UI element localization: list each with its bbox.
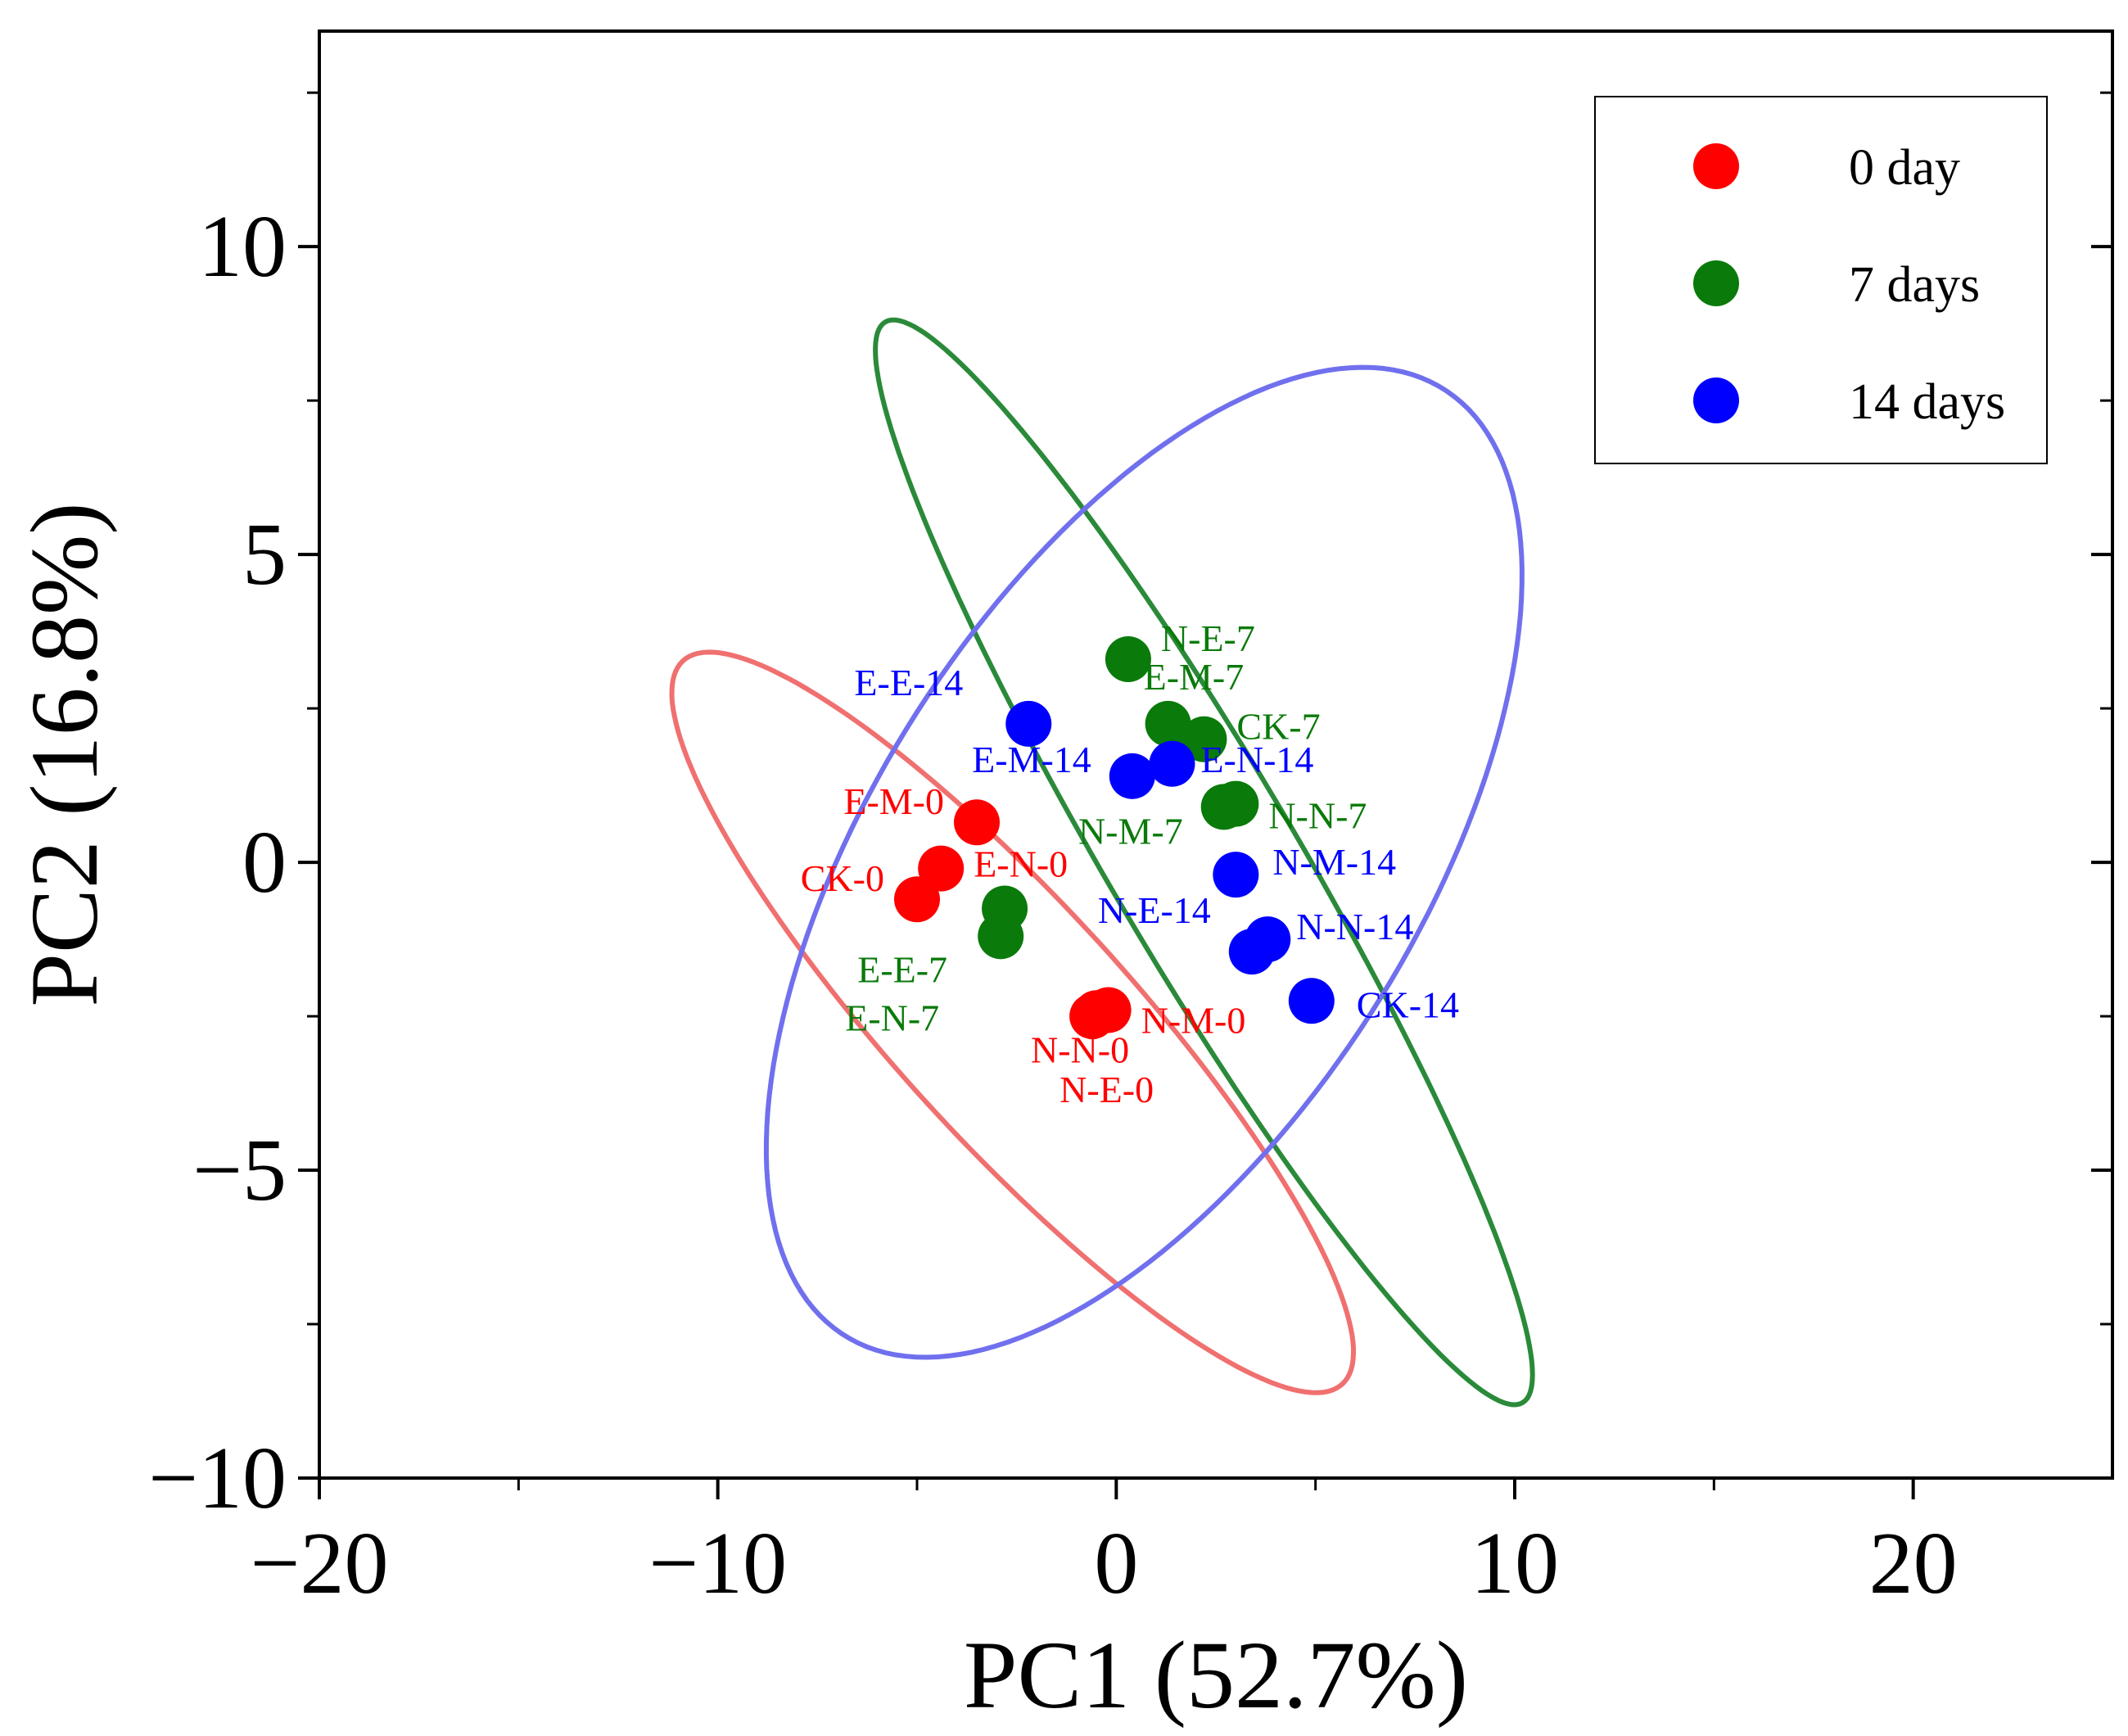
y-tick-label: 10 bbox=[198, 198, 287, 296]
point-label-n-e-7: N-E-7 bbox=[1161, 617, 1255, 659]
legend-marker-14-days bbox=[1693, 377, 1739, 423]
point-label-e-e-7: E-E-7 bbox=[857, 948, 947, 990]
y-tick-label: −5 bbox=[192, 1122, 287, 1219]
plot-frame bbox=[318, 29, 2114, 1480]
point-layer bbox=[894, 635, 1335, 1040]
legend-box bbox=[1594, 96, 2048, 464]
point-ck-0 bbox=[894, 876, 940, 923]
x-tick-label: −10 bbox=[648, 1515, 787, 1612]
point-n-n-14 bbox=[1245, 916, 1291, 963]
point-e-m-14 bbox=[1109, 753, 1155, 799]
point-label-n-n-0: N-N-0 bbox=[1031, 1028, 1129, 1070]
point-n-m-7 bbox=[1200, 784, 1247, 830]
x-tick-label: 10 bbox=[1471, 1515, 1559, 1612]
point-n-e-0 bbox=[1069, 993, 1116, 1040]
point-label-e-n-7: E-N-7 bbox=[845, 997, 939, 1038]
x-tick-label: −20 bbox=[251, 1515, 389, 1612]
y-tick-label: 5 bbox=[242, 506, 287, 604]
point-ck-14 bbox=[1288, 978, 1335, 1024]
x-axis-label: PC1 (52.7%) bbox=[964, 1621, 1468, 1729]
point-label-n-n-14: N-N-14 bbox=[1296, 906, 1413, 947]
point-label-e-m-0: E-M-0 bbox=[843, 780, 944, 822]
legend-marker-0-day bbox=[1693, 143, 1739, 189]
point-label-layer: E-M-0 CK-0 E-N-0 N-N-0 N-M-0 N-E-0 N-E-7E-M-7 C… bbox=[801, 617, 1459, 1110]
point-label-ck-14: CK-14 bbox=[1357, 983, 1459, 1025]
point-e-n-7 bbox=[978, 913, 1024, 960]
point-label-n-m-7: N-M-7 bbox=[1078, 810, 1183, 852]
point-label-n-e-0: N-E-0 bbox=[1059, 1069, 1154, 1110]
x-tick-label: 20 bbox=[1869, 1515, 1958, 1612]
point-e-n-0 bbox=[918, 845, 965, 892]
legend: 0 day 7 days 14 days bbox=[1594, 96, 2048, 464]
point-label-n-n-7: N-N-7 bbox=[1268, 795, 1367, 837]
point-n-e-7 bbox=[1105, 635, 1151, 682]
point-label-e-m-14: E-M-14 bbox=[972, 739, 1091, 780]
y-axis-label: PC2 (16.8%) bbox=[11, 502, 118, 1006]
point-e-e-14 bbox=[1005, 700, 1052, 747]
legend-marker-7-days bbox=[1693, 260, 1739, 306]
point-e-m-0 bbox=[954, 799, 1000, 846]
point-n-m-14 bbox=[1213, 852, 1259, 898]
point-label-e-e-14: E-E-14 bbox=[854, 662, 963, 703]
ellipse-7-days bbox=[873, 317, 1535, 1408]
ellipse-0-day bbox=[669, 649, 1356, 1395]
point-label-n-e-14: N-E-14 bbox=[1098, 889, 1211, 931]
legend-label-7-days: 7 days bbox=[1849, 257, 1980, 313]
point-label-ck-0: CK-0 bbox=[801, 857, 884, 899]
point-e-n-14 bbox=[1149, 740, 1195, 787]
point-label-e-n-14: E-N-14 bbox=[1200, 739, 1313, 780]
point-label-e-n-0: E-N-0 bbox=[974, 843, 1068, 885]
point-label-n-m-0: N-M-0 bbox=[1141, 1000, 1246, 1042]
legend-label-0-day: 0 day bbox=[1849, 140, 1960, 196]
point-label-e-m-7: E-M-7 bbox=[1144, 656, 1245, 698]
point-label-ck-7: CK-7 bbox=[1236, 706, 1320, 748]
x-tick-label: 0 bbox=[1094, 1515, 1138, 1612]
ellipse-layer bbox=[669, 317, 1535, 1408]
ellipse-14-days bbox=[763, 364, 1525, 1360]
y-tick-label: −10 bbox=[148, 1430, 287, 1527]
point-ck-7 bbox=[1181, 716, 1227, 762]
point-e-m-7 bbox=[1145, 700, 1191, 747]
point-label-n-m-14: N-M-14 bbox=[1272, 841, 1396, 883]
y-tick-label: 0 bbox=[242, 814, 287, 911]
legend-label-14-days: 14 days bbox=[1849, 374, 2005, 430]
